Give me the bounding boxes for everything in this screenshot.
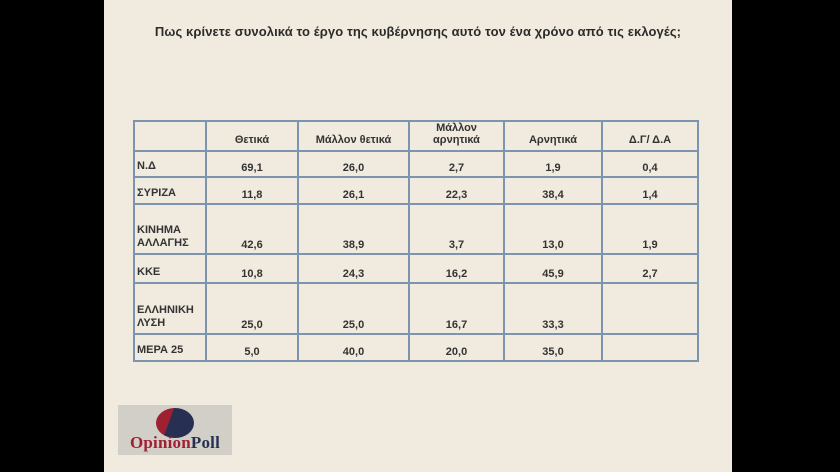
column-header: Μάλλον αρνητικά <box>408 120 505 152</box>
value-cell: 2,7 <box>408 150 505 178</box>
table-row: ΜΕΡΑ 25 5,0 40,0 20,0 35,0 <box>133 333 699 362</box>
page-title: Πως κρίνετε συνολικά το έργο της κυβέρνη… <box>154 24 682 39</box>
table-row: ΣΥΡΙΖΑ 11,8 26,1 22,3 38,4 1,4 <box>133 176 699 205</box>
value-cell <box>601 333 699 362</box>
value-cell: 24,3 <box>297 253 410 284</box>
value-cell: 20,0 <box>408 333 505 362</box>
value-cell: 1,9 <box>503 150 603 178</box>
value-cell: 1,4 <box>601 176 699 205</box>
value-cell: 38,9 <box>297 203 410 255</box>
party-name-cell: ΚΚΕ <box>133 253 207 284</box>
column-header: Δ.Γ/ Δ.Α <box>601 120 699 152</box>
value-cell: 40,0 <box>297 333 410 362</box>
value-cell: 25,0 <box>297 282 410 335</box>
column-header: Αρνητικά <box>503 120 603 152</box>
value-cell: 45,9 <box>503 253 603 284</box>
opinionpoll-logo-text: OpinionPoll <box>118 433 232 453</box>
party-name-cell: ΜΕΡΑ 25 <box>133 333 207 362</box>
value-cell: 1,9 <box>601 203 699 255</box>
value-cell: 35,0 <box>503 333 603 362</box>
opinionpoll-ellipse-icon <box>156 408 194 438</box>
party-name-cell: ΕΛΛΗΝΙΚΗ ΛΥΣΗ <box>133 282 207 335</box>
value-cell: 38,4 <box>503 176 603 205</box>
table-row: ΕΛΛΗΝΙΚΗ ΛΥΣΗ 25,0 25,0 16,7 33,3 <box>133 282 699 335</box>
party-name-cell: ΣΥΡΙΖΑ <box>133 176 207 205</box>
value-cell: 26,1 <box>297 176 410 205</box>
table-row: Ν.Δ 69,1 26,0 2,7 1,9 0,4 <box>133 150 699 178</box>
party-name-cell: Ν.Δ <box>133 150 207 178</box>
value-cell: 69,1 <box>205 150 299 178</box>
logo-text-opinion: Opinion <box>129 433 191 452</box>
value-cell: 3,7 <box>408 203 505 255</box>
value-cell <box>601 282 699 335</box>
value-cell: 16,7 <box>408 282 505 335</box>
value-cell: 26,0 <box>297 150 410 178</box>
value-cell: 25,0 <box>205 282 299 335</box>
value-cell: 13,0 <box>503 203 603 255</box>
party-name-cell: ΚΙΝΗΜΑ ΑΛΛΑΓΗΣ <box>133 203 207 255</box>
poll-results-table: Θετικά Μάλλον θετικά Μάλλον αρνητικά Αρνητι… <box>133 120 699 362</box>
table-row: ΚΙΝΗΜΑ ΑΛΛΑΓΗΣ 42,6 38,9 3,7 13,0 1,9 <box>133 203 699 255</box>
poll-table-body: Ν.Δ 69,1 26,0 2,7 1,9 0,4 ΣΥΡΙΖΑ 11,8 26,1 22,3 38… <box>133 150 699 362</box>
table-header-row: Θετικά Μάλλον θετικά Μάλλον αρνητικά Αρνητι… <box>133 120 699 152</box>
value-cell: 2,7 <box>601 253 699 284</box>
opinionpoll-logo: OpinionPoll <box>118 405 232 455</box>
value-cell: 5,0 <box>205 333 299 362</box>
value-cell: 33,3 <box>503 282 603 335</box>
column-header: Μάλλον θετικά <box>297 120 410 152</box>
value-cell: 10,8 <box>205 253 299 284</box>
value-cell: 16,2 <box>408 253 505 284</box>
value-cell: 11,8 <box>205 176 299 205</box>
table-row: ΚΚΕ 10,8 24,3 16,2 45,9 2,7 <box>133 253 699 284</box>
column-header: Θετικά <box>205 120 299 152</box>
value-cell: 22,3 <box>408 176 505 205</box>
slide-background: Πως κρίνετε συνολικά το έργο της κυβέρνη… <box>104 0 732 472</box>
value-cell: 0,4 <box>601 150 699 178</box>
corner-cell <box>133 120 207 152</box>
logo-text-poll: Poll <box>190 433 221 452</box>
value-cell: 42,6 <box>205 203 299 255</box>
